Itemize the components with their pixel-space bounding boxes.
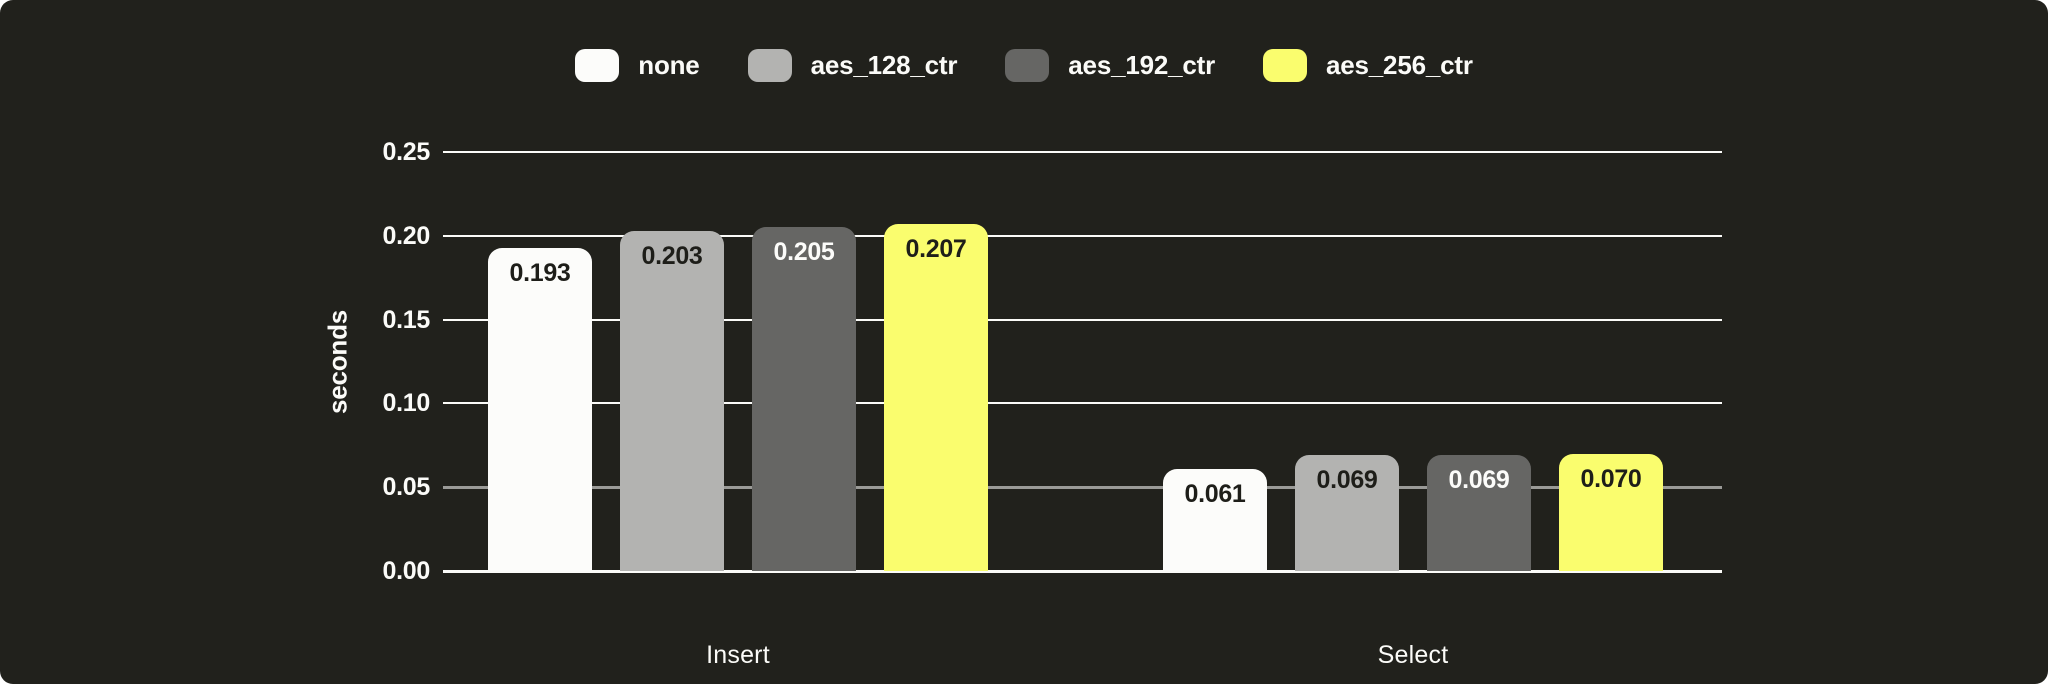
bar-none-insert: 0.193 (488, 247, 592, 571)
bar-none-select: 0.061 (1163, 468, 1267, 571)
gridline (443, 318, 1722, 321)
gridline (443, 485, 1722, 489)
chart-legend: none aes_128_ctr aes_192_ctr aes_256_ctr (0, 46, 2048, 84)
legend-label: none (638, 49, 700, 80)
plot-area: 0.193 0.203 0.205 0.207 0.061 0.069 0.069 0.070 (443, 151, 1722, 573)
y-tick-label: 0.00 (382, 557, 431, 585)
bar-aes_192_ctr-insert: 0.205 (752, 227, 856, 571)
bar-group-insert: 0.193 0.203 0.205 0.207 (488, 224, 988, 571)
y-tick-label: 0.10 (382, 389, 431, 418)
bar-value-label: 0.070 (1580, 464, 1642, 493)
legend-label: aes_128_ctr (810, 49, 958, 80)
bar-aes_192_ctr-select: 0.069 (1427, 455, 1531, 571)
gridline (443, 402, 1722, 405)
bar-value-label: 0.205 (773, 238, 835, 267)
bar-value-label: 0.069 (1448, 466, 1510, 495)
bar-value-label: 0.207 (905, 235, 967, 264)
legend-swatch (575, 48, 620, 82)
bar-aes_128_ctr-select: 0.069 (1295, 455, 1399, 571)
y-tick-label: 0.15 (382, 305, 431, 334)
gridline (443, 234, 1722, 237)
bar-aes_256_ctr-insert: 0.207 (884, 224, 988, 571)
legend-label: aes_192_ctr (1068, 49, 1216, 80)
legend-item: aes_192_ctr (1005, 48, 1216, 82)
y-tick-label: 0.25 (382, 138, 431, 166)
x-category-label: Select (1377, 641, 1449, 669)
gridline (443, 151, 1722, 153)
bar-aes_256_ctr-select: 0.070 (1559, 453, 1663, 571)
bar-aes_128_ctr-insert: 0.203 (620, 230, 724, 571)
bar-value-label: 0.203 (641, 241, 703, 270)
legend-label: aes_256_ctr (1326, 49, 1473, 80)
legend-swatch (1263, 48, 1308, 82)
bar-group-select: 0.061 0.069 0.069 0.070 (1163, 453, 1663, 571)
gridline (443, 569, 1722, 573)
legend-swatch (1005, 48, 1050, 82)
x-category-label: Insert (706, 641, 770, 669)
y-tick-label: 0.20 (382, 221, 431, 250)
bar-value-label: 0.061 (1184, 479, 1246, 508)
y-tick-label: 0.05 (382, 473, 431, 502)
bar-value-label: 0.193 (509, 258, 571, 287)
legend-item: none (575, 48, 700, 82)
legend-swatch (747, 48, 792, 82)
legend-item: aes_256_ctr (1263, 48, 1473, 82)
legend-item: aes_128_ctr (747, 48, 958, 82)
bar-value-label: 0.069 (1316, 466, 1378, 495)
